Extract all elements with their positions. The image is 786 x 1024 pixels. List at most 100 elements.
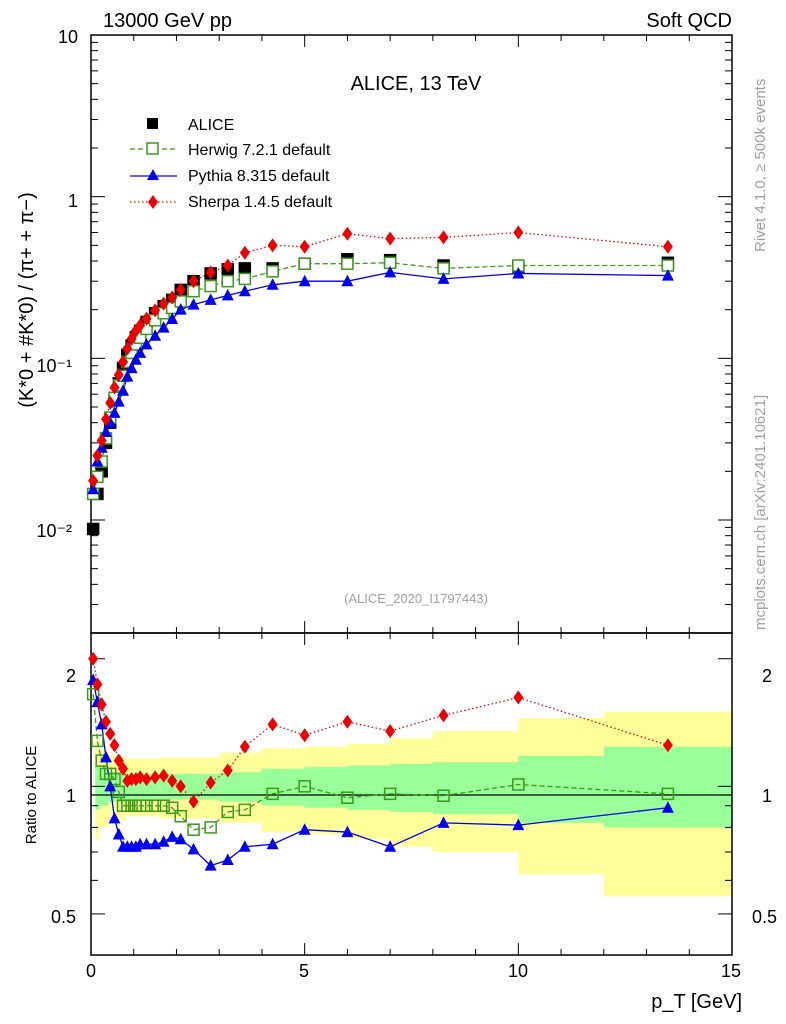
main-point-sherpa bbox=[135, 318, 146, 333]
main-point-pythia bbox=[140, 337, 153, 350]
ratio-point-herwig bbox=[341, 791, 354, 804]
main-point-pythia bbox=[104, 416, 117, 428]
ratio-ytick-label-1: 1 bbox=[66, 786, 76, 806]
main-point-sherpa bbox=[438, 230, 449, 245]
ratio-point-sherpa bbox=[109, 738, 120, 753]
ratio-point-herwig bbox=[298, 780, 311, 793]
legend-label-herwig: Herwig 7.2.1 default bbox=[188, 142, 331, 159]
ratio-band-green bbox=[432, 762, 519, 815]
main-ytick-label-0.1: 10⁻¹ bbox=[36, 356, 72, 376]
ratio-ylabel: Ratio to ALICE bbox=[23, 746, 40, 844]
ratio-point-pythia bbox=[112, 827, 125, 840]
ratio-point-sherpa bbox=[299, 728, 310, 743]
ratio-point-pythia bbox=[266, 837, 279, 850]
ratio-ytick-right-1: 1 bbox=[762, 786, 772, 806]
xtick-label-10: 10 bbox=[508, 961, 528, 981]
main-point-sherpa bbox=[88, 473, 99, 488]
main-point-herwig bbox=[221, 274, 234, 288]
ratio-point-pythia bbox=[104, 779, 117, 792]
ratio-point-sherpa bbox=[100, 714, 111, 729]
ratio-point-herwig bbox=[383, 787, 397, 801]
ratio-band-green bbox=[95, 765, 100, 810]
ratio-band-green bbox=[304, 767, 348, 808]
ratio-point-sherpa bbox=[105, 726, 116, 741]
main-point-data bbox=[86, 522, 100, 536]
ratio-point-sherpa bbox=[141, 772, 152, 787]
main-point-pythia bbox=[221, 288, 234, 301]
ratio-point-sherpa bbox=[662, 738, 673, 753]
ratio-line-herwig bbox=[92, 694, 668, 831]
ratio-ytick-right-2: 2 bbox=[762, 666, 772, 686]
ratio-ticks bbox=[90, 633, 733, 955]
main-point-sherpa bbox=[118, 354, 129, 369]
ratio-point-sherpa bbox=[267, 717, 278, 732]
ratio-point-sherpa bbox=[188, 794, 199, 809]
xtick-label-0: 0 bbox=[86, 961, 96, 981]
main-point-sherpa bbox=[109, 380, 120, 395]
ratio-marks bbox=[86, 651, 675, 871]
main-point-pythia bbox=[117, 384, 130, 396]
ratio-point-pythia bbox=[661, 801, 674, 813]
main-point-sherpa bbox=[513, 225, 524, 240]
xtick-label-5: 5 bbox=[299, 961, 309, 981]
ratio-point-herwig bbox=[221, 805, 234, 819]
main-point-sherpa bbox=[188, 274, 199, 289]
main-point-pythia bbox=[121, 370, 134, 382]
ratio-point-pythia bbox=[384, 840, 397, 852]
main-point-pythia bbox=[134, 346, 147, 358]
ratio-ytick-right-0.5: 0.5 bbox=[752, 907, 777, 927]
ratio-point-sherpa bbox=[205, 775, 216, 790]
main-point-sherpa bbox=[141, 311, 152, 326]
main-point-pythia bbox=[125, 361, 138, 374]
legend: ALICE Herwig 7.2.1 default Pythia 8.315 … bbox=[130, 117, 333, 211]
ratio-point-sherpa bbox=[88, 651, 99, 666]
main-point-pythia bbox=[149, 329, 162, 341]
ratio-band-green bbox=[219, 772, 262, 802]
main-point-sherpa bbox=[299, 239, 310, 254]
main-point-pythia bbox=[341, 274, 354, 287]
ratio-point-pythia bbox=[298, 823, 311, 835]
ratio-ytick-label-2: 2 bbox=[66, 666, 76, 686]
ratio-point-pythia bbox=[341, 825, 354, 838]
ratio-point-herwig bbox=[174, 809, 187, 823]
main-point-herwig bbox=[204, 279, 217, 293]
ratio-point-sherpa bbox=[385, 724, 396, 739]
ratio-point-herwig bbox=[133, 799, 147, 812]
main-point-pythia bbox=[166, 312, 179, 325]
main-point-pythia bbox=[512, 266, 525, 279]
main-point-sherpa bbox=[122, 341, 133, 356]
main-point-sherpa bbox=[167, 290, 178, 305]
ratio-point-sherpa bbox=[96, 697, 107, 712]
xlabel: p_T [GeV] bbox=[651, 991, 742, 1013]
ratio-frame bbox=[90, 632, 733, 956]
main-point-pythia bbox=[266, 278, 279, 290]
ratio-point-sherpa bbox=[118, 761, 129, 776]
legend-marker-data bbox=[147, 118, 158, 129]
main-point-pythia bbox=[87, 482, 100, 495]
ratio-point-herwig bbox=[187, 823, 200, 836]
ratio-ytick-label-0.5: 0.5 bbox=[51, 907, 76, 927]
legend-marker-herwig bbox=[146, 142, 159, 155]
legend-label-pythia: Pythia 8.315 default bbox=[188, 168, 330, 185]
ratio-point-sherpa bbox=[438, 708, 449, 723]
main-ytick-label-0.01: 10⁻² bbox=[36, 521, 72, 541]
main-point-pythia bbox=[157, 321, 170, 333]
mcplots-label: mcplots.cern.ch [arXiv:2401.10621] bbox=[752, 395, 769, 630]
main-point-sherpa bbox=[175, 282, 186, 297]
ratio-line-pythia bbox=[92, 680, 668, 867]
analysis-ref: (ALICE_2020_I1797443) bbox=[344, 591, 488, 606]
ratio-point-sherpa bbox=[513, 690, 524, 705]
legend-label-sherpa: Sherpa 1.4.5 default bbox=[188, 194, 333, 211]
ratio-point-herwig bbox=[86, 687, 100, 701]
ratio-point-herwig bbox=[91, 734, 104, 748]
main-point-herwig bbox=[341, 257, 354, 270]
plot-title: ALICE, 13 TeV bbox=[351, 73, 482, 95]
ratio-point-pythia bbox=[166, 830, 179, 842]
main-point-sherpa bbox=[267, 238, 278, 253]
ratio-point-sherpa bbox=[135, 770, 146, 785]
main-point-sherpa bbox=[662, 239, 673, 254]
ratio-point-herwig bbox=[204, 821, 217, 834]
legend-marker-pythia bbox=[147, 169, 159, 180]
main-ticks bbox=[90, 34, 733, 634]
